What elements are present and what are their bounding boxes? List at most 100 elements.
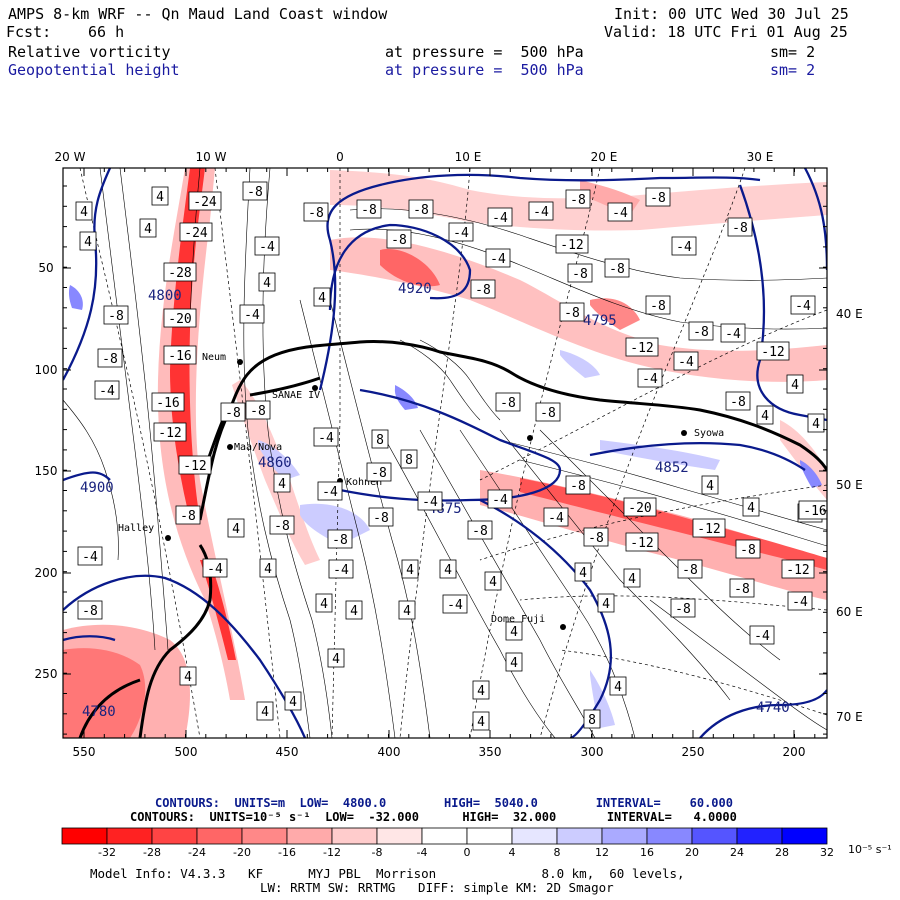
svg-text:-4: -4 [725, 327, 741, 342]
vorticity-contour-label: -4 [77, 546, 103, 566]
svg-text:4: 4 [263, 276, 271, 291]
height-label: 4860 [258, 455, 292, 471]
vorticity-contour-label: -8 [103, 305, 129, 325]
colorbar-swatch [331, 827, 378, 845]
right-lon-label: 50 E [836, 478, 863, 492]
colorbar-swatch [151, 827, 198, 845]
station-syowa-marker [681, 430, 687, 436]
height-label: 4852 [655, 460, 689, 476]
vorticity-contour-label: -4 [720, 323, 746, 343]
vorticity-contour-label: -8 [735, 539, 761, 559]
forecast-label: Fcst: [6, 23, 52, 41]
svg-text:-8: -8 [413, 203, 429, 218]
vorticity-contour-label: 4 [345, 600, 363, 620]
vorticity-contour-label: -12 [692, 518, 726, 538]
colorbar-tick-label: -28 [143, 846, 161, 859]
colorbar-tick-label: 32 [820, 846, 834, 859]
vorticity-contour-label: -8 [565, 189, 591, 209]
vorticity-contour-label: 4 [401, 559, 419, 579]
height-label: 4795 [583, 313, 617, 329]
svg-text:-20: -20 [628, 501, 651, 516]
vorticity-contour-label: -4 [328, 559, 354, 579]
svg-text:-8: -8 [570, 193, 586, 208]
bottom-axis-label: 200 [783, 745, 806, 759]
vorticity-contour-label: 4 [439, 559, 457, 579]
svg-text:-8: -8 [108, 309, 124, 324]
colorbar-swatch [196, 827, 243, 845]
svg-text:-4: -4 [333, 563, 349, 578]
vorticity-contour-label: -16 [151, 392, 185, 412]
vorticity-contour-label: -8 [535, 402, 561, 422]
vorticity-contour-label: -8 [77, 600, 103, 620]
vorticity-contour-label: -4 [787, 591, 813, 611]
svg-text:-4: -4 [447, 598, 463, 613]
svg-text:4: 4 [80, 205, 88, 220]
vorticity-contour-label: -8 [604, 258, 630, 278]
svg-text:-8: -8 [391, 233, 407, 248]
bottom-axis-label: 350 [479, 745, 502, 759]
top-lon-label: 20 W [55, 150, 86, 164]
svg-text:-28: -28 [168, 266, 191, 281]
physics-info: LW: RRTM SW: RRTMG DIFF: simple KM: 2D S… [260, 880, 614, 895]
colorbar-swatch [556, 827, 603, 845]
svg-text:4: 4 [602, 597, 610, 612]
svg-text:-8: -8 [500, 396, 516, 411]
svg-text:-8: -8 [371, 466, 387, 481]
colorbar-tick-label: 24 [730, 846, 744, 859]
vorticity-contour-label: -8 [565, 475, 591, 495]
vorticity-contour-label: -12 [178, 455, 212, 475]
vorticity-contour-label: 4 [609, 676, 627, 696]
vorticity-contour-label: -4 [417, 491, 443, 511]
vorticity-contour-label: -20 [623, 497, 657, 517]
vorticity-contour-label: -8 [729, 578, 755, 598]
vorticity-contours [63, 168, 827, 738]
vorticity-contour-label: -8 [559, 302, 585, 322]
vorticity-contour-label: 4 [258, 272, 276, 292]
vorticity-contour-label: -8 [356, 199, 382, 219]
height-label: 4900 [80, 480, 114, 496]
vorticity-contour-label: -8 [303, 202, 329, 222]
colorbar-tick-label: -16 [278, 846, 296, 859]
vorticity-contour-label: -8 [97, 348, 123, 368]
vorticity-contour-label: -24 [188, 191, 222, 211]
vorticity-contour-label: -4 [637, 368, 663, 388]
top-lon-label: 10 E [455, 150, 482, 164]
colorbar-tick-label: 16 [640, 846, 654, 859]
colorbar-swatch [646, 827, 693, 845]
svg-text:-8: -8 [472, 524, 488, 539]
vorticity-contour-label: 4 [597, 593, 615, 613]
vorticity-contour-label: -4 [749, 625, 775, 645]
svg-text:4: 4 [747, 501, 755, 516]
svg-text:-8: -8 [572, 267, 588, 282]
svg-text:-4: -4 [678, 355, 694, 370]
svg-text:-4: -4 [492, 211, 508, 226]
vorticity-labels: -8 4 4 4 4 -24 -24 -28 -20 -16 -16 -12 -12 -8 -8 -8 -4 -4… [75, 181, 827, 731]
svg-text:4: 4 [406, 563, 414, 578]
svg-text:4: 4 [332, 652, 340, 667]
vorticity-contour-label: 4 [505, 621, 523, 641]
svg-text:-12: -12 [786, 563, 809, 578]
left-axis-label: 50 [38, 261, 53, 275]
vorticity-contour-label: -28 [163, 262, 197, 282]
svg-text:4: 4 [318, 291, 326, 306]
vorticity-contour-label: 4 [742, 497, 760, 517]
svg-text:-4: -4 [318, 431, 334, 446]
svg-text:-12: -12 [697, 522, 720, 537]
svg-text:-12: -12 [630, 536, 653, 551]
svg-text:-8: -8 [180, 509, 196, 524]
height-label: 4920 [398, 281, 432, 297]
vorticity-contour-label: 4 [701, 475, 719, 495]
colorbar-tick-label: 12 [595, 846, 609, 859]
axes: 20 W 10 W 0 10 E 20 E 30 E 50 100 150 200 250 550 50… [35, 150, 863, 759]
svg-text:-8: -8 [693, 325, 709, 340]
svg-text:-8: -8 [373, 511, 389, 526]
bottom-axis-label: 450 [276, 745, 299, 759]
field1-name: Relative vorticity [8, 43, 171, 61]
colorbar-swatch [781, 827, 828, 845]
svg-text:4: 4 [510, 656, 518, 671]
svg-text:4: 4 [510, 625, 518, 640]
vorticity-contour-label: 4 [398, 600, 416, 620]
vorticity-contour-label: 4 [315, 593, 333, 613]
svg-text:-8: -8 [609, 262, 625, 277]
svg-text:-4: -4 [548, 511, 564, 526]
